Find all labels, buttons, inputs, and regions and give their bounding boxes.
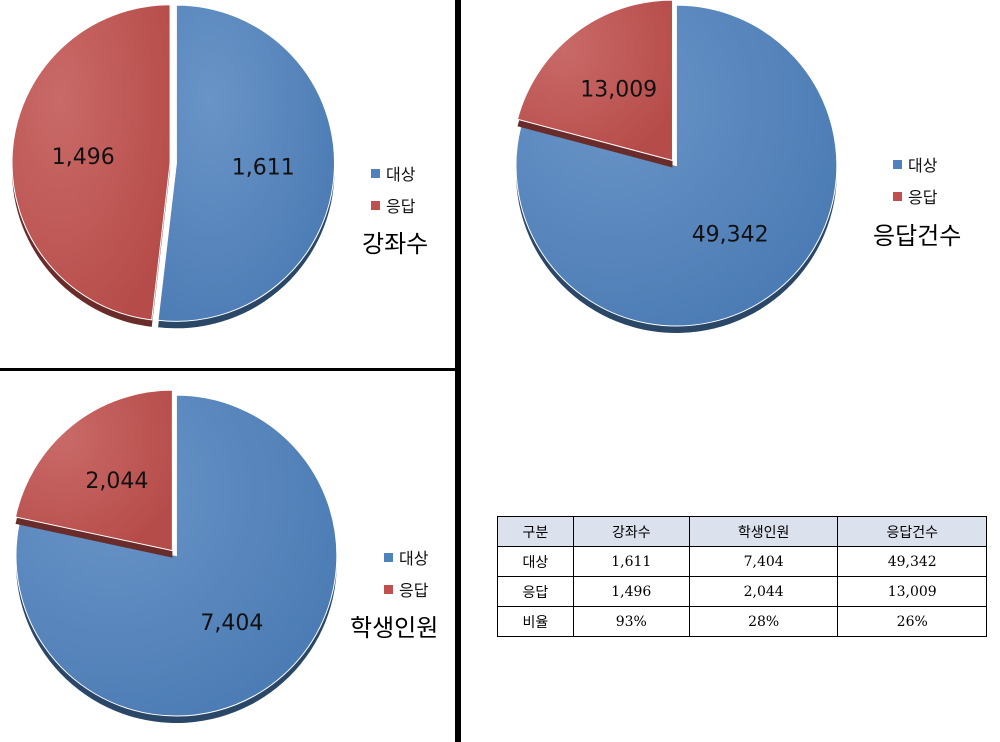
legend-label-response: 응답 xyxy=(399,581,429,600)
data-label-response: 13,009 xyxy=(580,78,657,103)
table-header-cell: 강좌수 xyxy=(572,516,690,547)
legend-label-target: 대상 xyxy=(386,165,416,184)
table-row: 비율 93% 28% 26% xyxy=(497,606,987,637)
legend-responses: 대상 응답 xyxy=(893,151,937,215)
table-cell: 28% xyxy=(688,606,839,637)
data-label-target: 1,611 xyxy=(232,155,295,180)
vertical-divider xyxy=(455,0,461,742)
table-cell: 응답 xyxy=(497,576,574,607)
chart-title-courses: 강좌수 xyxy=(362,230,429,258)
table-row: 응답 1,496 2,044 13,009 xyxy=(497,576,987,607)
pie-slice-target xyxy=(15,394,338,717)
legend-item-response: 응답 xyxy=(384,576,428,602)
pie-slice-response xyxy=(516,0,673,162)
legend-swatch-target xyxy=(371,168,380,178)
table-header-cell: 학생인원 xyxy=(688,516,839,547)
chart-title-responses: 응답건수 xyxy=(873,222,962,250)
table-cell: 49,342 xyxy=(837,546,987,577)
pie-slice-target xyxy=(515,4,838,327)
data-label-response: 2,044 xyxy=(85,469,148,494)
legend-item-target: 대상 xyxy=(371,160,415,186)
table-cell: 26% xyxy=(837,606,987,637)
pie-slice-target xyxy=(157,4,335,322)
table-row: 대상 1,611 7,404 49,342 xyxy=(497,546,987,577)
table-header-cell: 응답건수 xyxy=(837,516,987,547)
legend-label-target: 대상 xyxy=(399,549,429,568)
pie-chart-responses: 49,342 13,009 xyxy=(515,0,838,334)
legend-item-response: 응답 xyxy=(371,192,415,218)
table-header-row: 구분 강좌수 학생인원 응답건수 xyxy=(497,516,987,547)
chart-title-students: 학생인원 xyxy=(350,614,439,642)
horizontal-divider xyxy=(0,368,457,371)
table-cell: 93% xyxy=(572,606,690,637)
summary-table: 구분 강좌수 학생인원 응답건수 대상 1,611 7,404 49,342 응… xyxy=(497,516,987,637)
data-label-target: 7,404 xyxy=(200,611,263,636)
legend-swatch-target xyxy=(893,159,902,169)
legend-swatch-response xyxy=(893,191,902,201)
legend-courses: 대상 응답 xyxy=(371,160,415,224)
legend-swatch-target xyxy=(384,552,393,562)
legend-item-target: 대상 xyxy=(893,151,937,177)
legend-students: 대상 응답 xyxy=(384,544,428,608)
legend-swatch-response xyxy=(384,584,393,594)
table-cell: 1,611 xyxy=(572,546,690,577)
table-cell: 비율 xyxy=(497,606,574,637)
pie-slice-response xyxy=(14,389,173,552)
table-cell: 2,044 xyxy=(688,576,839,607)
table-cell: 대상 xyxy=(497,546,574,577)
data-label-response: 1,496 xyxy=(52,145,115,170)
legend-label-target: 대상 xyxy=(908,156,938,175)
pie-chart-courses: 1,611 1,496 xyxy=(11,4,335,329)
legend-label-response: 응답 xyxy=(908,188,938,207)
pie-slice-response xyxy=(11,4,171,321)
table-cell: 7,404 xyxy=(688,546,839,577)
table-header-cell: 구분 xyxy=(497,516,574,547)
legend-swatch-response xyxy=(371,200,380,210)
legend-label-response: 응답 xyxy=(386,197,416,216)
table-cell: 13,009 xyxy=(837,576,987,607)
pie-chart-students: 7,404 2,044 xyxy=(14,389,338,724)
legend-item-response: 응답 xyxy=(893,183,937,209)
legend-item-target: 대상 xyxy=(384,544,428,570)
data-label-target: 49,342 xyxy=(692,223,769,248)
table-cell: 1,496 xyxy=(572,576,690,607)
